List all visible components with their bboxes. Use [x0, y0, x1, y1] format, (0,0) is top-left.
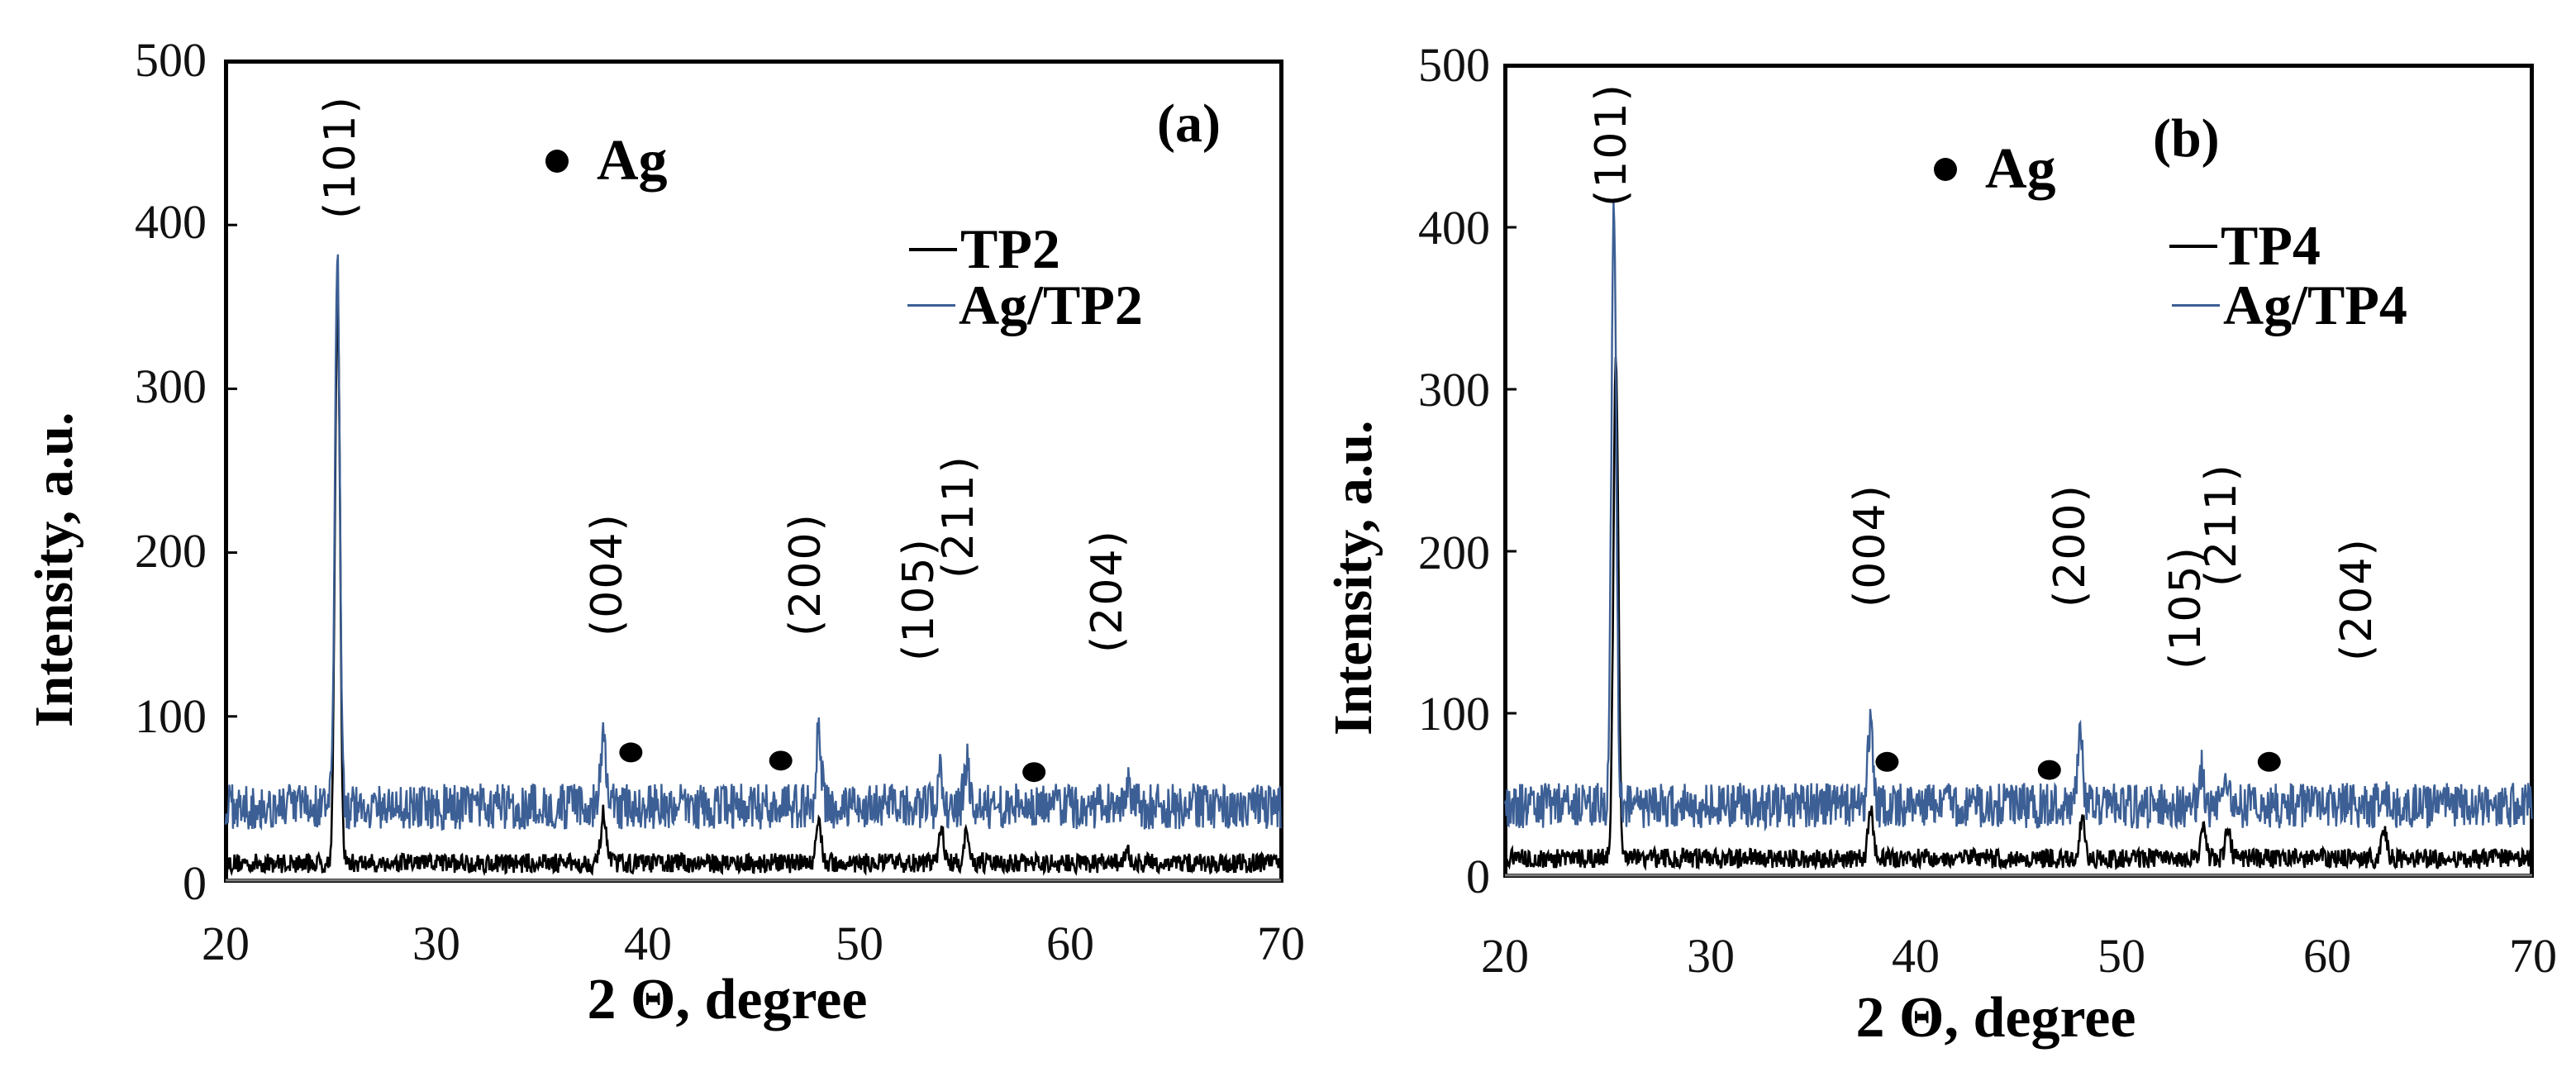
ag-dot-icon [545, 150, 569, 173]
x-tick-30: 30 [412, 917, 460, 970]
x-axis-label: 2 Θ, degree [587, 968, 868, 1031]
x-tick-30: 30 [1687, 929, 1735, 983]
hkl-label-211: (211) [934, 455, 983, 579]
y-tick-300: 300 [1418, 363, 1490, 417]
y-tick-0: 0 [1466, 850, 1490, 903]
panel-b: Intensity, a.u. 500 400 300 200 100 0 (1… [1289, 0, 2576, 1067]
y-tick-400: 400 [135, 195, 207, 249]
series-line-ag-tp2 [224, 254, 1282, 831]
legend-item-tp4: TP4 [2169, 213, 2321, 279]
panel-tag: (b) [2153, 108, 2220, 169]
y-tick-500: 500 [1418, 38, 1490, 92]
series-line-ag-tp4 [1503, 201, 2533, 832]
hkl-label-004: (004) [1845, 483, 1895, 607]
y-tick-0: 0 [183, 856, 207, 910]
legend-item-tp2: TP2 [909, 217, 1060, 282]
x-tick-70: 70 [1257, 917, 1305, 970]
x-tick-20: 20 [202, 917, 250, 970]
y-tick-400: 400 [1418, 201, 1490, 255]
hkl-label-204: (204) [2332, 537, 2382, 661]
x-tick-40: 40 [624, 917, 672, 970]
x-axis-label: 2 Θ, degree [1855, 986, 2136, 1050]
legend-item-ag-tp4: Ag/TP4 [2172, 273, 2407, 338]
x-tick-60: 60 [1046, 917, 1094, 970]
legend-line-icon [909, 247, 957, 251]
panel-a: Intensity, a.u. 500 400 300 200 100 0 (1… [24, 33, 1305, 1032]
ag-peak-marker-icon [2257, 751, 2281, 772]
hkl-label-204: (204) [1083, 529, 1132, 653]
series-line-tp4 [1503, 357, 2533, 871]
ag-peak-marker-icon [2037, 760, 2061, 780]
ag-peak-marker-icon [1875, 751, 1899, 772]
hkl-label-004: (004) [583, 512, 632, 636]
ag-peak-marker-icon [769, 750, 793, 771]
y-tick-100: 100 [1418, 687, 1490, 741]
ag-marker-legend: Ag [545, 128, 668, 194]
hkl-label-101: (101) [1587, 83, 1636, 207]
legend-line-icon [907, 304, 955, 307]
ag-peak-marker-icon [619, 742, 643, 763]
ag-dot-icon [1934, 158, 1957, 181]
legend-item-ag-tp2: Ag/TP2 [907, 273, 1143, 338]
series-line-tp2 [224, 293, 1282, 877]
y-tick-200: 200 [1418, 526, 1490, 579]
x-tick-50: 50 [2097, 929, 2145, 983]
legend-line-icon [2169, 244, 2217, 248]
panel-tag: (a) [1157, 93, 1221, 154]
xrd-plot-a [224, 223, 1282, 882]
y-tick-200: 200 [135, 524, 207, 578]
legend-label: Ag/TP4 [2223, 274, 2407, 336]
hkl-label-200: (200) [2045, 483, 2095, 607]
x-tick-40: 40 [1892, 929, 1940, 983]
x-tick-20: 20 [1481, 929, 1529, 983]
ag-marker-legend: Ag [1934, 136, 2056, 202]
y-tick-300: 300 [135, 360, 207, 413]
legend-label: TP2 [960, 217, 1060, 280]
x-tick-60: 60 [2303, 929, 2351, 983]
xrd-plot-b [1503, 201, 2533, 877]
y-tick-100: 100 [135, 689, 207, 743]
ag-peak-marker-icon [1022, 762, 1046, 783]
plot-area [1503, 64, 2534, 878]
ag-marker-label: Ag [597, 129, 668, 193]
legend-line-icon [2172, 304, 2220, 307]
x-tick-50: 50 [836, 917, 883, 970]
legend-label: Ag/TP2 [959, 274, 1143, 336]
legend-label: TP4 [2221, 214, 2321, 277]
x-tick-70: 70 [2509, 929, 2557, 983]
hkl-label-211: (211) [2197, 463, 2246, 587]
hkl-label-200: (200) [781, 512, 831, 636]
hkl-label-101: (101) [316, 95, 365, 219]
y-tick-500: 500 [135, 33, 207, 87]
ag-marker-label: Ag [1985, 137, 2056, 201]
